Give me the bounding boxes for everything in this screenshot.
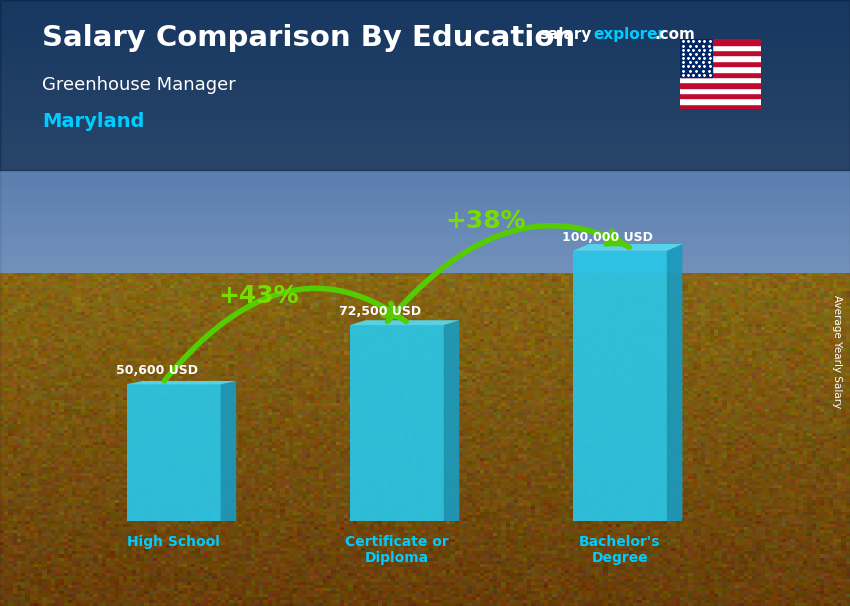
Bar bbox=[680, 104, 761, 109]
Text: Salary Comparison By Education: Salary Comparison By Education bbox=[42, 24, 575, 52]
Bar bbox=[680, 88, 761, 93]
Text: 50,600 USD: 50,600 USD bbox=[116, 364, 198, 378]
Polygon shape bbox=[127, 381, 236, 384]
Text: 72,500 USD: 72,500 USD bbox=[339, 305, 421, 318]
Bar bbox=[680, 56, 761, 61]
Polygon shape bbox=[350, 325, 444, 521]
Polygon shape bbox=[444, 320, 459, 521]
Bar bbox=[680, 77, 761, 82]
Polygon shape bbox=[127, 384, 220, 521]
Text: explorer: explorer bbox=[593, 27, 666, 42]
Bar bbox=[680, 66, 761, 72]
Polygon shape bbox=[573, 244, 683, 251]
Text: Average Yearly Salary: Average Yearly Salary bbox=[832, 295, 842, 408]
Bar bbox=[680, 50, 761, 56]
Polygon shape bbox=[220, 381, 236, 521]
Bar bbox=[680, 72, 761, 77]
Polygon shape bbox=[666, 244, 683, 521]
Bar bbox=[680, 39, 761, 45]
Text: salary: salary bbox=[540, 27, 592, 42]
Text: +38%: +38% bbox=[445, 209, 526, 233]
Bar bbox=[680, 93, 761, 98]
Bar bbox=[680, 98, 761, 104]
Text: .com: .com bbox=[654, 27, 695, 42]
Bar bbox=[680, 39, 712, 77]
Polygon shape bbox=[350, 320, 459, 325]
Text: +43%: +43% bbox=[218, 284, 299, 308]
Text: Greenhouse Manager: Greenhouse Manager bbox=[42, 76, 236, 94]
Bar bbox=[680, 61, 761, 66]
Text: Maryland: Maryland bbox=[42, 112, 144, 131]
Bar bbox=[680, 82, 761, 88]
Text: 100,000 USD: 100,000 USD bbox=[562, 231, 653, 244]
Polygon shape bbox=[573, 251, 666, 521]
Bar bbox=[680, 45, 761, 50]
